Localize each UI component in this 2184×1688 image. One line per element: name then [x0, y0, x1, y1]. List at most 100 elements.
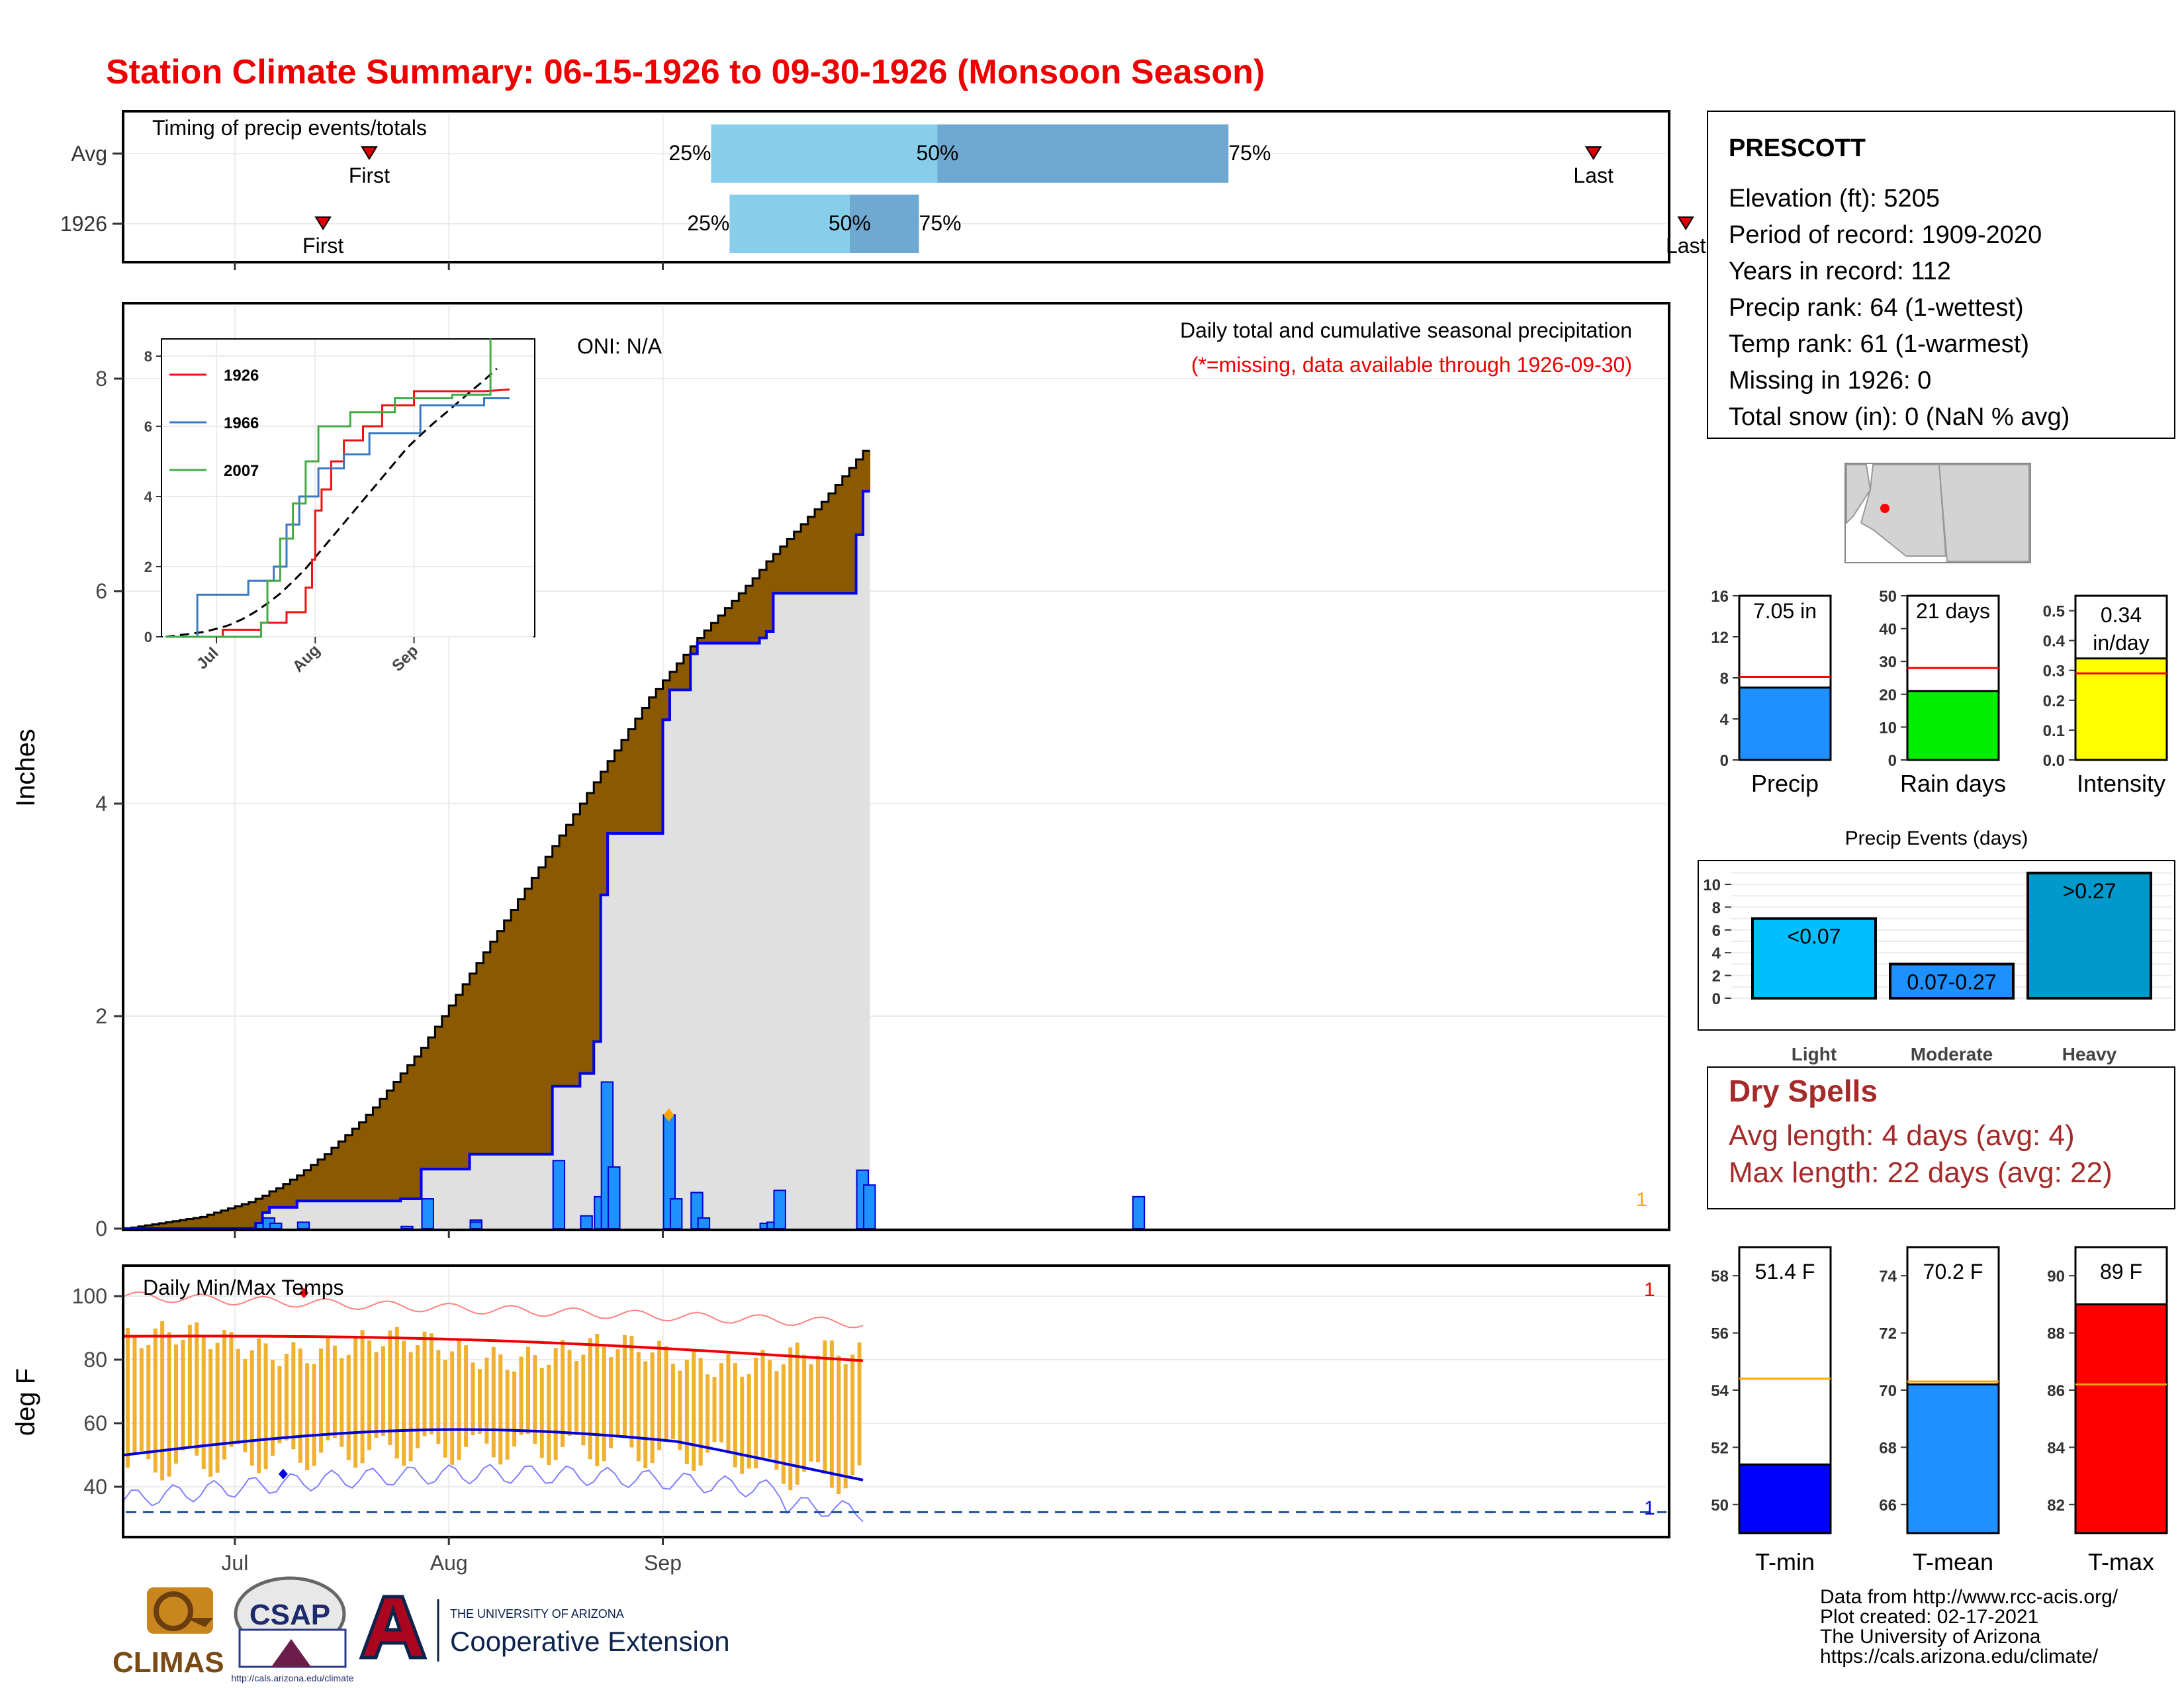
below-normal-fill	[497, 931, 505, 1154]
daily-temp-bar	[332, 1345, 337, 1438]
footer-credits: Data from http://www.rcc-acis.org/ Plot …	[1820, 1586, 2118, 1667]
ua-block-a-icon	[359, 1595, 428, 1660]
temp-y-tick-label: 60	[83, 1411, 107, 1435]
temp-summary-label: T-mean	[1913, 1548, 1993, 1575]
inset-y-tick-label: 8	[144, 348, 152, 365]
locator-map	[1844, 463, 2031, 563]
inset-legend-label: 1926	[224, 367, 259, 385]
csap-wordmark: CSAP	[250, 1599, 330, 1631]
footer-line: https://cals.arizona.edu/climate/	[1820, 1646, 2099, 1667]
daily-temp-bar	[243, 1358, 248, 1452]
below-normal-fill	[518, 899, 525, 1154]
daily-temp-bar	[636, 1352, 641, 1462]
ua-logo: THE UNIVERSITY OF ARIZONA Cooperative Ex…	[359, 1595, 730, 1662]
events-tick-label: 2	[1712, 968, 1721, 986]
daily-temp-bar	[346, 1354, 351, 1460]
below-normal-fill	[586, 792, 594, 1074]
below-normal-fill	[255, 1199, 263, 1223]
below-normal-fill	[193, 1217, 201, 1229]
summary-tick-label: 50	[1879, 588, 1897, 606]
daily-temp-bar	[788, 1347, 793, 1491]
below-normal-fill	[787, 539, 795, 594]
climas-emblem-mark	[185, 1618, 213, 1627]
record-low-marker	[278, 1468, 288, 1479]
timing-p50-label: 50%	[829, 211, 871, 235]
below-normal-fill	[849, 467, 857, 594]
below-normal-fill	[248, 1201, 256, 1229]
below-normal-fill	[186, 1219, 194, 1229]
below-normal-fill	[572, 814, 580, 1086]
below-normal-fill	[441, 1016, 449, 1170]
temp-summary-tick-label: 52	[1711, 1439, 1729, 1457]
events-bars: 0 2 4 6 8 10 <0.07 Light 0.07-0.27 Moderate >0.27 H…	[1703, 871, 2172, 1064]
daily-temp-bar	[312, 1364, 316, 1466]
below-normal-fill	[683, 655, 691, 690]
below-normal-fill	[801, 524, 809, 594]
season-summary-bars: 0 4 8 12 16 7.05 in Precip 0 10 20 30 40 50 21 days Ra…	[1711, 588, 2168, 797]
below-normal-fill	[538, 867, 546, 1154]
below-normal-fill	[559, 835, 567, 1086]
daily-precip-bar	[296, 1221, 310, 1229]
daily-precip-bar	[773, 1190, 786, 1229]
daily-temp-bar	[257, 1338, 261, 1474]
daily-temp-bar	[823, 1340, 827, 1474]
daily-temp-bar	[525, 1346, 530, 1434]
below-normal-fill	[842, 476, 850, 594]
timing-first-marker	[314, 216, 332, 230]
precip-y-tick-label: 4	[95, 792, 107, 816]
below-normal-fill	[711, 623, 719, 643]
temp-summary-tick-label: 84	[2047, 1439, 2065, 1457]
daily-temp-bar	[574, 1361, 578, 1435]
daily-temp-bar	[381, 1346, 385, 1436]
map-state-west	[1846, 464, 1872, 525]
below-normal-fill	[766, 561, 774, 632]
below-normal-fill	[752, 578, 760, 643]
timing-rows: Avg 25% 50% 75% First Last 1926 25% 50% 75% First L…	[60, 124, 1706, 258]
below-normal-fill	[476, 962, 484, 1154]
ua-top-line: THE UNIVERSITY OF ARIZONA	[450, 1607, 624, 1620]
below-normal-fill	[324, 1154, 332, 1201]
daily-temp-bar	[754, 1358, 758, 1469]
below-normal-fill	[614, 750, 622, 833]
temp-summary-tick-label: 86	[2047, 1382, 2065, 1400]
below-normal-fill	[828, 493, 836, 594]
below-normal-fill	[179, 1220, 187, 1229]
summary-tick-label: 0.0	[2043, 752, 2065, 770]
below-normal-fill	[449, 1005, 457, 1170]
daily-temp-bar	[436, 1350, 441, 1444]
temp-summary-tick-label: 50	[1711, 1497, 1729, 1515]
daily-temp-bar	[277, 1366, 282, 1444]
station-line: Missing in 1926: 0	[1729, 367, 1931, 395]
temp-summary-tick-label: 70	[1879, 1382, 1897, 1400]
daily-temp-bar	[781, 1364, 786, 1484]
daily-temp-bar	[795, 1342, 799, 1485]
timing-p25-label: 25%	[668, 141, 711, 165]
below-normal-fill	[815, 509, 823, 594]
climas-emblem-ring	[154, 1591, 193, 1631]
dry-spells-box: Dry Spells Avg length: 4 days (avg: 4) M…	[1707, 1066, 2175, 1209]
daily-temp-bar	[298, 1348, 302, 1463]
daily-temp-bar	[622, 1335, 627, 1437]
below-normal-fill	[621, 739, 629, 833]
inset-y-tick-label: 0	[144, 629, 152, 645]
timing-first-label: First	[349, 164, 390, 187]
daily-temp-bar	[615, 1349, 620, 1438]
temp-summary-tick-label: 58	[1711, 1268, 1729, 1286]
below-normal-fill	[359, 1122, 367, 1201]
inset-frame	[161, 338, 535, 637]
daily-temp-bar	[512, 1371, 517, 1447]
daily-temp-bar	[491, 1346, 496, 1458]
below-normal-fill	[407, 1064, 415, 1199]
below-normal-fill	[628, 729, 636, 833]
below-normal-fill	[366, 1115, 374, 1201]
below-normal-fill	[228, 1208, 236, 1229]
ua-bottom-line: Cooperative Extension	[450, 1626, 730, 1657]
dry-spells-title: Dry Spells	[1729, 1074, 1878, 1108]
below-normal-fill	[214, 1212, 222, 1229]
station-line: Period of record: 1909-2020	[1729, 221, 2042, 249]
daily-temp-bar	[588, 1338, 592, 1460]
timing-row-label: 1926	[60, 212, 107, 236]
below-normal-fill	[428, 1037, 435, 1170]
below-normal-fill	[490, 941, 498, 1154]
